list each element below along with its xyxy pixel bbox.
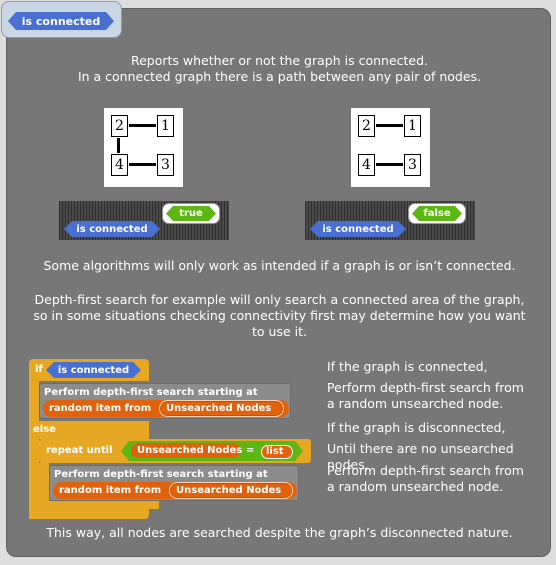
result-stage-false: false is connected [305,201,475,240]
random-item-label: random item from [49,403,152,414]
note-dfs-1b: a random unsearched node. [327,396,504,411]
graph-node: 2 [111,115,128,137]
is-connected-condition[interactable]: is connected [46,362,141,378]
if-else-script[interactable]: if is connected Perform depth-first sear… [29,359,319,519]
graph-node: 1 [404,115,421,137]
note-dfs-2a: Perform depth-first search from [327,463,524,478]
intro-line-2: In a connected graph there is a path bet… [77,69,482,84]
graph-node: 1 [157,115,174,137]
repeat-until-bottom [39,501,159,509]
false-value: false [412,206,462,221]
graph-edge [376,124,403,127]
speech-bubble: false [408,203,466,224]
graph-edge [129,163,156,166]
dfs-command-block[interactable]: Perform depth-first search starting at r… [49,465,299,501]
graph-node: 2 [358,115,375,137]
else-bar [29,421,149,439]
note-dfs-1a: Perform depth-first search from [327,380,524,395]
dfs-label: Perform depth-first search starting at [54,469,268,480]
if-keyword: if [35,364,43,375]
note-dfs-2b: a random unsearched node. [327,479,504,494]
disconnected-graph-image: 2 1 4 3 [351,108,430,187]
dfs-label: Perform depth-first search starting at [44,387,258,398]
graph-node: 4 [358,154,375,176]
unsearched-nodes-variable[interactable]: Unsearched Nodes [131,443,242,458]
is-connected-block[interactable]: is connected [310,221,406,237]
equals-sign: = [246,445,255,456]
list-reporter[interactable]: list [261,445,293,459]
note-if-disconnected: If the graph is disconnected, [327,420,506,435]
unsearched-nodes-variable[interactable]: Unsearched Nodes [159,400,284,417]
if-block-arm [29,381,39,519]
graph-node: 3 [157,154,174,176]
is-connected-title-block[interactable]: is connected [8,12,114,30]
unsearched-nodes-variable[interactable]: Unsearched Nodes [169,482,293,499]
result-stage-true: true is connected [59,201,229,240]
graph-edge [117,138,120,153]
graph-node: 4 [111,154,128,176]
repeat-until-keyword: repeat until [46,445,113,456]
connected-graph-image: 2 1 4 3 [104,108,183,187]
else-keyword: else [33,424,56,435]
is-connected-block[interactable]: is connected [64,221,160,237]
if-block-bottom [29,509,149,519]
random-item-label: random item from [59,485,162,496]
title-tab: is connected [1,1,122,38]
speech-bubble: true [162,203,220,224]
paragraph-algorithms: Some algorithms will only work as intend… [43,258,516,273]
paragraph-dfs-line-2: so in some situations checking connectiv… [33,308,526,323]
dfs-command-block[interactable]: Perform depth-first search starting at r… [39,383,291,419]
paragraph-dfs-line-1: Depth-first search for example will only… [34,292,525,307]
graph-node: 3 [404,154,421,176]
closing-text: This way, all nodes are searched despite… [46,525,513,540]
true-value: true [166,206,216,221]
note-until: Until there are no unsearched nodes, [327,441,514,472]
graph-edge [376,163,403,166]
paragraph-dfs-line-3: to use it. [252,324,307,339]
repeat-until-arm [39,463,49,501]
graph-edge [129,124,156,127]
intro-line-1: Reports whether or not the graph is conn… [130,53,429,68]
note-if-connected: If the graph is connected, [327,359,488,374]
help-panel: Reports whether or not the graph is conn… [6,8,551,557]
